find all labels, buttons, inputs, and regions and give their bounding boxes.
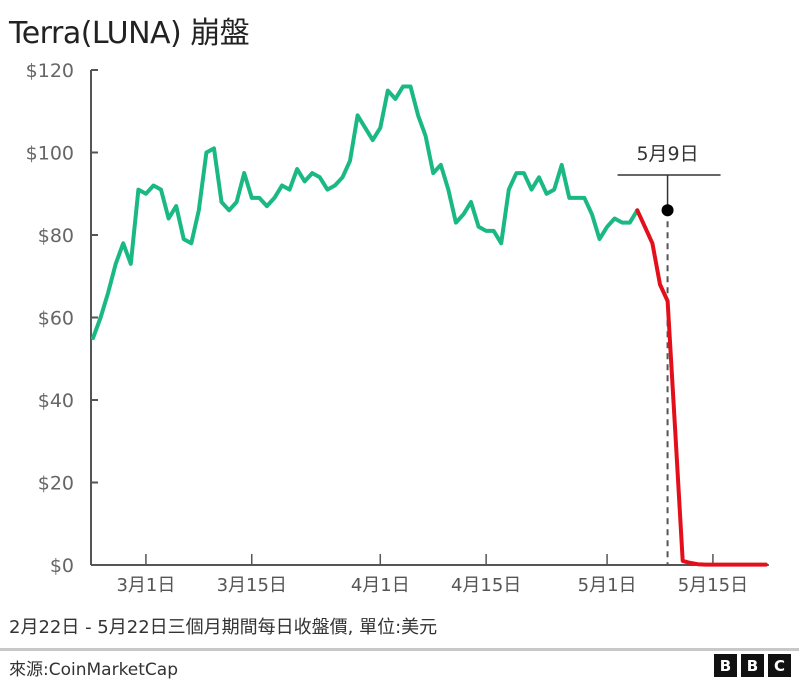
y-tick-label: $20 [38,473,74,495]
y-tick-label: $0 [50,555,74,577]
x-axis: 3月1日 3月15日 4月1日 4月15日 5月1日 5月15日 [91,554,769,596]
y-tick-label: $40 [38,390,74,412]
y-tick-label: $80 [38,225,74,247]
chart-subtitle: 2月22日 - 5月22日三個月期間每日收盤價, 單位:美元 [9,617,438,638]
footer-divider [0,648,799,651]
chart-title: Terra(LUNA) 崩盤 [9,16,250,51]
annotation-label: 5月9日 [636,143,698,165]
y-axis: $0 $20 $40 $60 $80 $100 $120 [26,60,98,577]
source-credit: 來源:CoinMarketCap [9,660,179,680]
y-tick-label: $100 [26,143,74,165]
y-tick-label: $60 [38,308,74,330]
price-line-crash [635,208,768,567]
bbc-logo: B B C [714,654,791,677]
x-tick-label: 4月15日 [451,575,521,596]
logo-letter-b1: B [714,654,737,677]
x-tick-label: 3月15日 [217,575,287,596]
x-tick-label: 4月1日 [351,575,410,596]
x-tick-label: 5月15日 [678,575,748,596]
logo-letter-c: C [768,654,791,677]
logo-letter-b2: B [741,654,764,677]
y-tick-label: $120 [26,60,74,82]
price-line-before-crash [91,84,640,341]
x-tick-label: 5月1日 [578,575,637,596]
annotation-marker [661,204,674,217]
x-tick-label: 3月1日 [116,575,175,596]
